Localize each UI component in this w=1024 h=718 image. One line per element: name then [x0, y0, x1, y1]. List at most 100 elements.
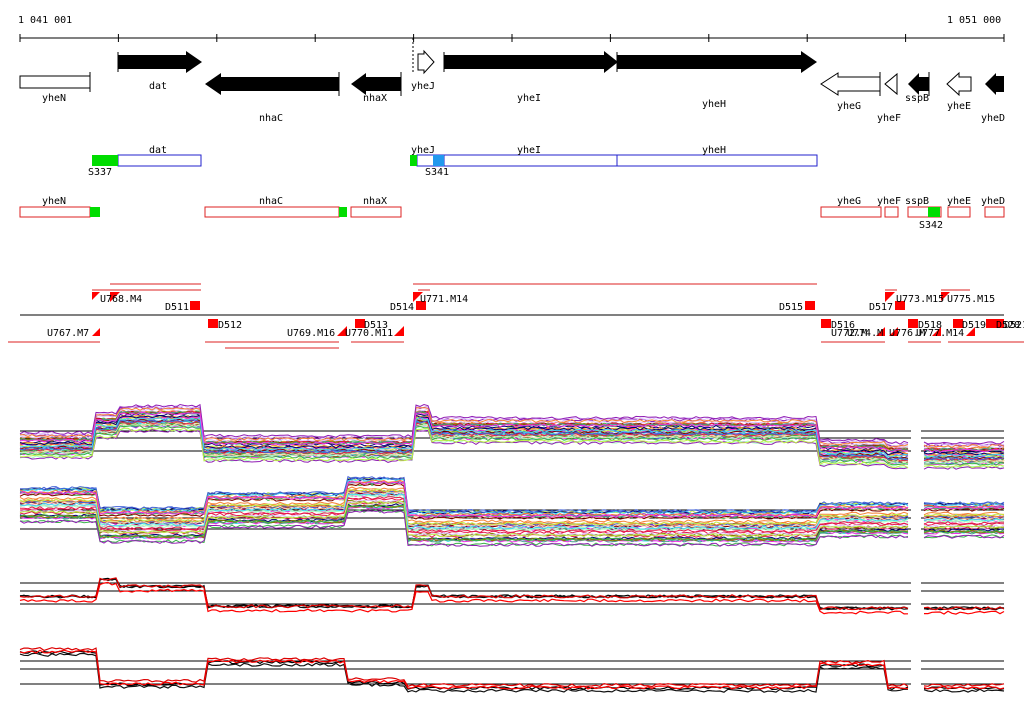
marker-D517[interactable] [895, 301, 905, 310]
site-label-S337: S337 [88, 167, 112, 178]
marker-label-U775: U775.M15 [947, 294, 995, 305]
site-label-S341: S341 [425, 167, 449, 178]
marker-D514[interactable] [416, 301, 426, 310]
gene-label-yheJ: yheJ [411, 81, 435, 92]
gene-label-yheH: yheH [702, 99, 726, 110]
marker-label-U777: U777.M14 [916, 328, 964, 339]
gene-label-yheD: yheD [981, 113, 1005, 124]
expression-track-summary-minus [19, 646, 1005, 693]
marker-label-U776: U776.M [889, 328, 925, 339]
marker-label-U767: U767.M7 [47, 328, 89, 339]
marker-D516[interactable] [821, 319, 831, 328]
operon-yheN[interactable] [19, 206, 91, 218]
operon-label-yheI: yheI [517, 145, 541, 156]
expression-track-summary-plus [19, 577, 1005, 615]
marker-label-D519: D519 [962, 320, 986, 331]
operon-yheD[interactable] [984, 206, 1005, 218]
operon-label-yheE: yheE [947, 196, 971, 207]
operon-track-plus: dat S337 yheJ yheI yheH S341 [88, 145, 818, 178]
gene-nhaC-arrow[interactable] [205, 73, 339, 95]
operon-yheF[interactable] [884, 206, 899, 218]
marker-label-D513: D513 [364, 320, 388, 331]
gene-label-sspB: sspB [905, 93, 929, 104]
ruler-end-label: 1 051 000 [947, 15, 1001, 26]
marker-label-D518: D518 [918, 320, 942, 331]
expression-track-multi-plus [19, 403, 1005, 470]
expression-track-multi-minus [19, 475, 1005, 547]
marker-label-D514: D514 [390, 302, 414, 313]
coordinate-ruler: 1 041 001 1 051 000 [18, 15, 1005, 42]
marker-label-U772: U772.M [831, 328, 867, 339]
marker-D520[interactable] [986, 319, 996, 328]
marker-label-U773: U773.M15 [896, 294, 944, 305]
gene-yheF-arrow[interactable] [884, 72, 898, 96]
gene-yheI-arrow[interactable] [444, 51, 618, 73]
operon-label-yheD: yheD [981, 196, 1005, 207]
site-S341[interactable] [433, 155, 444, 166]
operon-track-minus: yheN nhaC nhaX yheG yheF sspB S342 yheE … [19, 196, 1005, 231]
operon-label-sspB: sspB [905, 196, 929, 207]
gene-yheE-arrow[interactable] [946, 71, 972, 97]
site-green-yheN[interactable] [90, 207, 100, 217]
operon-yheG[interactable] [820, 206, 882, 218]
operon-yheE[interactable] [947, 206, 971, 218]
marker-label-D517: D517 [869, 302, 893, 313]
marker-D511[interactable] [190, 301, 200, 310]
gene-yheD-arrow[interactable] [985, 73, 1004, 95]
operon-dat[interactable] [117, 154, 202, 167]
gene-yheJ-arrow[interactable] [417, 49, 435, 75]
operon-nhaC[interactable] [204, 206, 340, 218]
marker-D518[interactable] [908, 319, 918, 328]
gene-label-nhaX: nhaX [363, 93, 387, 104]
marker-D519[interactable] [953, 319, 963, 328]
marker-label-U774: U774.M [847, 328, 883, 339]
operon-sspB[interactable] [907, 206, 942, 218]
site-S337[interactable] [92, 155, 118, 166]
marker-label-D516: D516 [831, 320, 855, 331]
site-green-yheJ[interactable] [410, 155, 417, 166]
operon-label-dat: dat [149, 145, 167, 156]
operon-label-yheJ: yheJ [411, 145, 435, 156]
gene-label-yheG: yheG [837, 101, 861, 112]
operon-label-yheN: yheN [42, 196, 66, 207]
gene-label-yheF: yheF [877, 113, 901, 124]
gene-track: yheN dat nhaC nhaX yheJ yheI yheH yheG y… [19, 38, 1005, 124]
marker-label-U769: U769.M16 [287, 328, 335, 339]
marker-label-D521: D521 [1004, 320, 1024, 331]
gene-yheN-box[interactable] [19, 75, 91, 89]
operon-label-yheF: yheF [877, 196, 901, 207]
marker-label-D515: D515 [779, 302, 803, 313]
marker-D512[interactable] [208, 319, 218, 328]
operon-label-nhaX: nhaX [363, 196, 387, 207]
gene-label-yheI: yheI [517, 93, 541, 104]
data-gap [911, 420, 921, 710]
site-S342[interactable] [928, 207, 940, 217]
gene-label-yheN: yheN [42, 93, 66, 104]
operon-label-yheH: yheH [702, 145, 726, 156]
gene-yheG-arrow[interactable] [820, 72, 881, 96]
gene-label-dat: dat [149, 81, 167, 92]
ruler-start-label: 1 041 001 [18, 15, 72, 26]
gene-yheH-arrow[interactable] [617, 51, 817, 73]
transcript-marker-track: U767.M7 U768.M4 D511 D512 U769.M16 U770.… [8, 283, 1024, 349]
marker-D513[interactable] [355, 319, 365, 328]
operon-label-yheG: yheG [837, 196, 861, 207]
gene-nhaX-arrow[interactable] [351, 73, 401, 95]
marker-D515[interactable] [805, 301, 815, 310]
marker-label-D520: D520 [996, 320, 1020, 331]
gene-label-yheE: yheE [947, 101, 971, 112]
marker-D521[interactable] [996, 319, 1004, 328]
site-label-S342: S342 [919, 220, 943, 231]
gene-sspB-arrow[interactable] [908, 73, 929, 95]
gene-label-nhaC: nhaC [259, 113, 283, 124]
gene-dat-arrow[interactable] [118, 51, 202, 73]
operon-label-nhaC: nhaC [259, 196, 283, 207]
marker-label-D511: D511 [165, 302, 189, 313]
marker-label-D512: D512 [218, 320, 242, 331]
marker-label-U768: U768.M4 [100, 294, 142, 305]
operon-nhaX[interactable] [350, 206, 402, 218]
marker-label-U770: U770.M11 [345, 328, 393, 339]
site-green-nhaC[interactable] [339, 207, 347, 217]
